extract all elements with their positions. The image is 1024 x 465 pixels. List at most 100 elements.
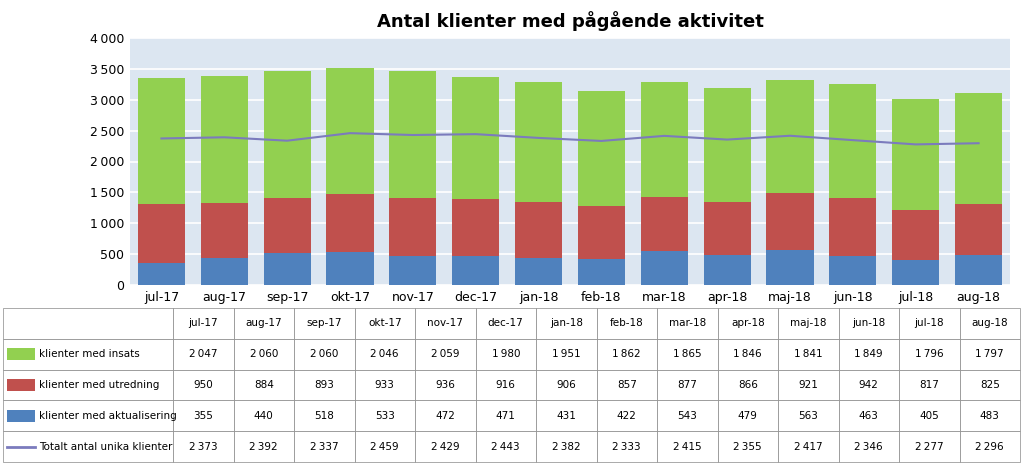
Bar xyxy=(778,370,839,400)
Bar xyxy=(3,308,173,339)
Bar xyxy=(389,256,436,285)
Bar xyxy=(718,370,778,400)
Text: 2 333: 2 333 xyxy=(612,442,641,452)
Bar xyxy=(778,400,839,431)
Text: 1 849: 1 849 xyxy=(854,349,883,359)
Text: jul-18: jul-18 xyxy=(914,319,944,328)
Bar xyxy=(138,263,185,285)
Bar xyxy=(515,259,562,285)
Bar xyxy=(7,379,35,391)
Text: 2 346: 2 346 xyxy=(854,442,883,452)
Bar xyxy=(536,400,597,431)
Text: 2 355: 2 355 xyxy=(733,442,762,452)
Bar xyxy=(173,339,233,370)
Bar xyxy=(536,339,597,370)
Bar xyxy=(201,76,248,203)
Text: 471: 471 xyxy=(496,411,516,421)
Text: 2 060: 2 060 xyxy=(310,349,339,359)
Bar xyxy=(657,339,718,370)
Bar xyxy=(641,252,688,285)
Bar xyxy=(829,256,877,285)
Text: 1 862: 1 862 xyxy=(612,349,641,359)
Text: 2 296: 2 296 xyxy=(976,442,1005,452)
Bar xyxy=(389,198,436,256)
Bar xyxy=(703,202,751,255)
Text: 936: 936 xyxy=(435,380,456,390)
Text: 543: 543 xyxy=(677,411,697,421)
Bar xyxy=(839,339,899,370)
Text: 884: 884 xyxy=(254,380,273,390)
Text: 2 392: 2 392 xyxy=(250,442,279,452)
Text: feb-18: feb-18 xyxy=(610,319,644,328)
Bar xyxy=(892,210,939,260)
Bar xyxy=(173,370,233,400)
Text: nov-17: nov-17 xyxy=(427,319,463,328)
Bar xyxy=(597,370,657,400)
Bar xyxy=(839,431,899,462)
Bar xyxy=(475,431,536,462)
Bar xyxy=(718,400,778,431)
Text: 825: 825 xyxy=(980,380,999,390)
Title: Antal klienter med pågående aktivitet: Antal klienter med pågående aktivitet xyxy=(377,11,764,31)
Text: 942: 942 xyxy=(859,380,879,390)
Bar xyxy=(703,88,751,202)
Bar xyxy=(354,370,415,400)
Bar xyxy=(899,339,959,370)
Bar xyxy=(475,308,536,339)
Text: 2 443: 2 443 xyxy=(492,442,520,452)
Bar xyxy=(453,77,500,199)
Bar xyxy=(327,68,374,194)
Text: 431: 431 xyxy=(556,411,577,421)
Bar xyxy=(959,431,1020,462)
Bar xyxy=(389,71,436,198)
Bar xyxy=(766,250,814,285)
Text: 1 796: 1 796 xyxy=(914,349,943,359)
Text: 472: 472 xyxy=(435,411,456,421)
Text: sep-17: sep-17 xyxy=(306,319,342,328)
Bar xyxy=(597,400,657,431)
Bar xyxy=(718,308,778,339)
Bar xyxy=(959,308,1020,339)
Text: 2 382: 2 382 xyxy=(552,442,581,452)
Bar xyxy=(839,400,899,431)
Bar xyxy=(578,91,625,206)
Text: 866: 866 xyxy=(738,380,758,390)
Bar xyxy=(959,339,1020,370)
Bar xyxy=(415,431,475,462)
Bar xyxy=(3,339,173,370)
Bar xyxy=(233,308,294,339)
Bar xyxy=(294,339,354,370)
Bar xyxy=(354,400,415,431)
Bar xyxy=(959,370,1020,400)
Bar xyxy=(718,431,778,462)
Bar xyxy=(597,339,657,370)
Bar xyxy=(233,400,294,431)
Text: jun-18: jun-18 xyxy=(852,319,886,328)
Bar xyxy=(955,255,1002,285)
Text: 405: 405 xyxy=(920,411,939,421)
Bar xyxy=(453,199,500,256)
Bar xyxy=(578,206,625,259)
Text: 440: 440 xyxy=(254,411,273,421)
Text: 2 060: 2 060 xyxy=(250,349,278,359)
Bar xyxy=(201,258,248,285)
Text: klienter med insats: klienter med insats xyxy=(39,349,139,359)
Text: aug-17: aug-17 xyxy=(246,319,282,328)
Bar xyxy=(263,71,310,198)
Bar xyxy=(959,400,1020,431)
Bar xyxy=(415,339,475,370)
Text: 933: 933 xyxy=(375,380,394,390)
Bar xyxy=(415,400,475,431)
Bar xyxy=(294,431,354,462)
Bar xyxy=(515,82,562,202)
Text: 1 846: 1 846 xyxy=(733,349,762,359)
Bar xyxy=(294,400,354,431)
Bar xyxy=(778,339,839,370)
Text: 916: 916 xyxy=(496,380,516,390)
Bar xyxy=(173,431,233,462)
Text: 2 373: 2 373 xyxy=(189,442,217,452)
Text: 563: 563 xyxy=(799,411,818,421)
Text: 483: 483 xyxy=(980,411,999,421)
Text: 2 429: 2 429 xyxy=(431,442,460,452)
Bar xyxy=(3,400,173,431)
